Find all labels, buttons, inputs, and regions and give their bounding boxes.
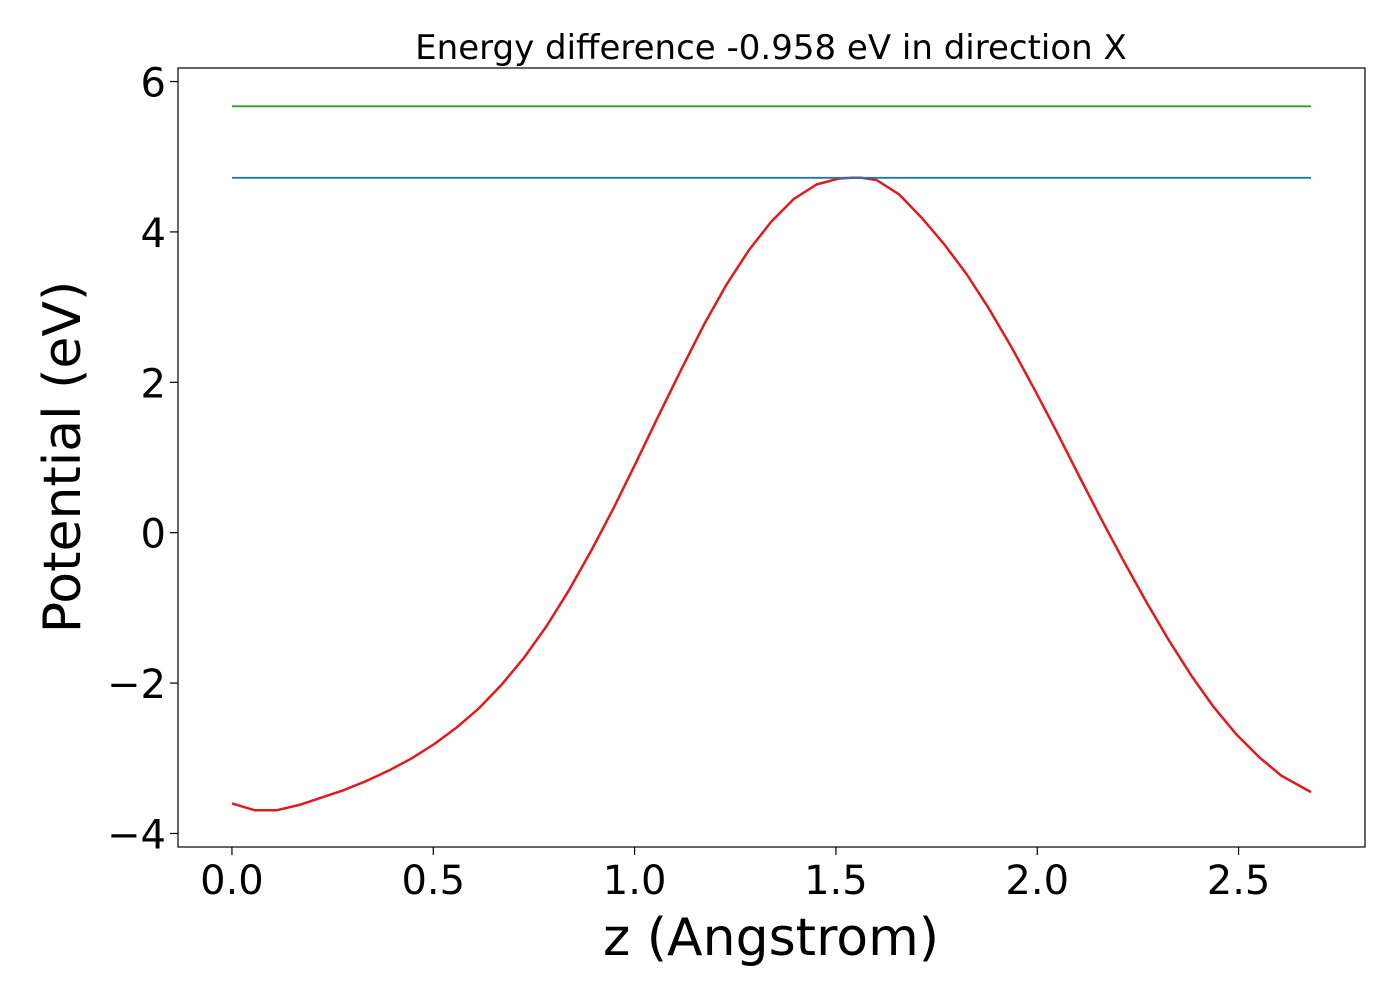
y-tick-label: 2 [141, 361, 166, 407]
y-tick-label: −2 [107, 662, 166, 708]
x-tick-label: 2.0 [1005, 858, 1069, 904]
series-layer [231, 105, 1312, 812]
x-tick-label: 2.5 [1207, 858, 1271, 904]
x-tick-label: 0.0 [200, 858, 264, 904]
y-tick-label: 6 [141, 61, 166, 107]
x-tick-label: 1.0 [603, 858, 667, 904]
x-tick-label: 1.5 [804, 858, 868, 904]
x-tick-label: 0.5 [401, 858, 465, 904]
y-tick-label: −4 [107, 812, 166, 858]
series-line-0 [231, 176, 1312, 812]
x-axis-label: z (Angstrom) [603, 908, 939, 968]
y-axis: −4 −2 0 2 4 6 [107, 61, 178, 858]
plot-frame [177, 67, 1366, 848]
y-tick-label: 4 [141, 211, 166, 257]
y-axis-label: Potential (eV) [33, 281, 93, 633]
chart-title: Energy difference -0.958 eV in direction… [415, 28, 1127, 68]
x-axis: 0.0 0.5 1.0 1.5 2.0 2.5 [200, 847, 1270, 904]
y-tick-label: 0 [141, 512, 166, 558]
